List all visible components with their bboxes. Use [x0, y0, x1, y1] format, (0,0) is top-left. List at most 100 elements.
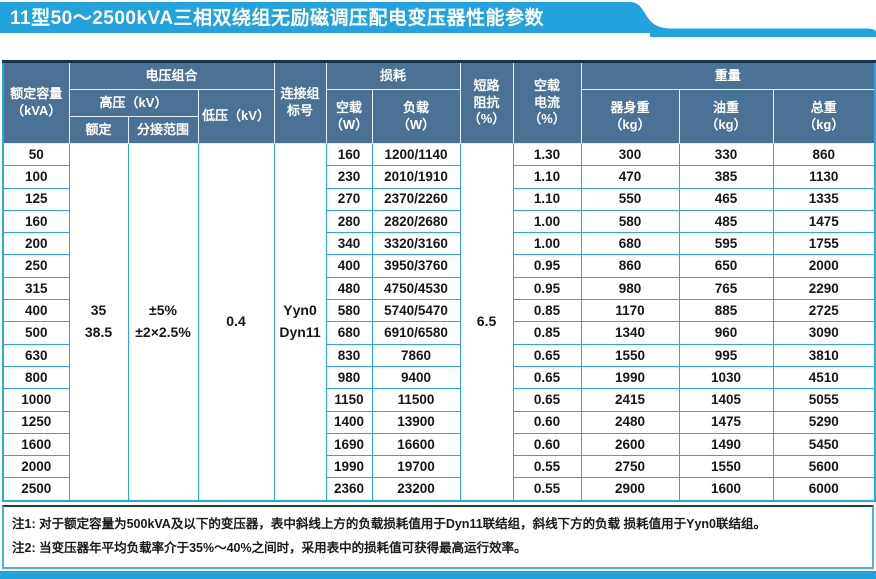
cell-no-load-loss: 1400 — [325, 410, 373, 434]
cell-load-loss: 11500 — [371, 388, 461, 412]
cell-total-weight: 2725 — [772, 299, 876, 323]
header-total-weight: 总重 （kg） — [772, 89, 876, 144]
cell-no-load-loss: 1150 — [325, 388, 373, 412]
cell-no-load-loss: 1990 — [325, 455, 373, 479]
cell-no-load-current: 0.85 — [512, 299, 582, 323]
cell-body-weight: 300 — [580, 142, 680, 167]
cell-load-loss: 7860 — [371, 343, 461, 367]
cell-total-weight: 860 — [772, 142, 876, 167]
cell-body-weight: 980 — [580, 276, 680, 301]
cell-load-loss: 5740/5470 — [371, 299, 461, 323]
cell-no-load-current: 1.00 — [512, 232, 582, 256]
cell-no-load-loss: 400 — [325, 254, 373, 278]
cell-load-loss: 4750/4530 — [371, 276, 461, 301]
header-lv: 低压（kV） — [197, 89, 275, 144]
cell-oil-weight: 1490 — [678, 432, 774, 457]
cell-no-load-current: 1.30 — [512, 142, 582, 167]
table-row: 1250 1400 13900 0.60 2480 1475 5290 — [2, 410, 876, 434]
table-body: 50 35 38.5 ±5% ±2×2.5% 0.4 Yyn0 Dyn11 160 1200… — [2, 142, 876, 502]
cell-body-weight: 470 — [580, 165, 680, 189]
cell-total-weight: 1755 — [772, 232, 876, 256]
header-voltage-group: 电压组合 — [68, 61, 275, 90]
cell-load-loss: 16600 — [371, 432, 461, 457]
cell-total-weight: 5450 — [772, 432, 876, 457]
cell-lv: 0.4 — [197, 142, 275, 502]
header-connection: 连接组 标号 — [273, 61, 327, 144]
cell-body-weight: 580 — [580, 209, 680, 234]
header-oil-weight: 油重 （kg） — [678, 89, 774, 144]
cell-body-weight: 2480 — [580, 410, 680, 434]
cell-no-load-loss: 230 — [325, 165, 373, 189]
header-loss-group: 损耗 — [325, 61, 461, 90]
table-row: 1000 1150 11500 0.65 2415 1405 5055 — [2, 388, 876, 412]
cell-no-load-loss: 270 — [325, 187, 373, 211]
cell-no-load-current: 1.10 — [512, 165, 582, 189]
cell-load-loss: 9400 — [371, 365, 461, 390]
table-row: 315 480 4750/4530 0.95 980 765 2290 — [2, 276, 876, 301]
cell-body-weight: 2415 — [580, 388, 680, 412]
table-row: 500 680 6910/6580 0.85 1340 960 3090 — [2, 321, 876, 345]
cell-oil-weight: 1600 — [678, 477, 774, 502]
cell-body-weight: 550 — [580, 187, 680, 211]
cell-body-weight: 1990 — [580, 365, 680, 390]
cell-tap-range: ±5% ±2×2.5% — [127, 142, 199, 502]
header-capacity: 额定容量 （kVA） — [2, 61, 70, 144]
cell-no-load-current: 0.65 — [512, 365, 582, 390]
cell-no-load-loss: 980 — [325, 365, 373, 390]
header-hv: 高压（kV） — [68, 89, 199, 117]
cell-capacity: 800 — [2, 365, 70, 390]
cell-capacity: 100 — [2, 165, 70, 189]
cell-load-loss: 19700 — [371, 455, 461, 479]
cell-capacity: 160 — [2, 209, 70, 234]
cell-oil-weight: 885 — [678, 299, 774, 323]
cell-no-load-current: 0.55 — [512, 455, 582, 479]
table-row: 50 35 38.5 ±5% ±2×2.5% 0.4 Yyn0 Dyn11 160 1200… — [2, 142, 876, 502]
cell-load-loss: 23200 — [371, 477, 461, 502]
table-row: 2500 2360 23200 0.55 2900 1600 6000 — [2, 477, 876, 502]
title-banner: 11型50～2500kVA三相双绕组无励磁调压配电变压器性能参数 — [0, 0, 876, 40]
cell-load-loss: 2820/2680 — [371, 209, 461, 234]
table-row: 125 270 2370/2260 1.10 550 465 1335 — [2, 187, 876, 211]
cell-total-weight: 5600 — [772, 455, 876, 479]
cell-total-weight: 2000 — [772, 254, 876, 278]
cell-total-weight: 3090 — [772, 321, 876, 345]
page-title: 11型50～2500kVA三相双绕组无励磁调压配电变压器性能参数 — [10, 8, 545, 29]
cell-no-load-loss: 480 — [325, 276, 373, 301]
cell-no-load-current: 0.95 — [512, 276, 582, 301]
cell-capacity: 125 — [2, 187, 70, 211]
cell-total-weight: 6000 — [772, 477, 876, 502]
cell-body-weight: 2600 — [580, 432, 680, 457]
header-impedance: 短路 阻抗 （%） — [459, 61, 514, 144]
cell-load-loss: 2370/2260 — [371, 187, 461, 211]
cell-total-weight: 5055 — [772, 388, 876, 412]
cell-oil-weight: 650 — [678, 254, 774, 278]
cell-total-weight: 1130 — [772, 165, 876, 189]
cell-hv-rated: 35 38.5 — [68, 142, 129, 502]
cell-capacity: 250 — [2, 254, 70, 278]
cell-capacity: 2000 — [2, 455, 70, 479]
cell-load-loss: 3950/3760 — [371, 254, 461, 278]
cell-impedance: 6.5 — [459, 142, 514, 502]
cell-oil-weight: 1030 — [678, 365, 774, 390]
table-row: 2000 1990 19700 0.55 2750 1550 5600 — [2, 455, 876, 479]
cell-oil-weight: 465 — [678, 187, 774, 211]
cell-oil-weight: 330 — [678, 142, 774, 167]
cell-no-load-loss: 280 — [325, 209, 373, 234]
notes-box: 注1: 对于额定容量为500kVA及以下的变压器，表中斜线上方的负载损耗值用于D… — [2, 505, 874, 569]
cell-total-weight: 3810 — [772, 343, 876, 367]
table-row: 800 980 9400 0.65 1990 1030 4510 — [2, 365, 876, 390]
cell-oil-weight: 995 — [678, 343, 774, 367]
cell-oil-weight: 1550 — [678, 455, 774, 479]
cell-capacity: 315 — [2, 276, 70, 301]
cell-no-load-current: 0.60 — [512, 410, 582, 434]
cell-no-load-current: 0.60 — [512, 432, 582, 457]
table-row: 250 400 3950/3760 0.95 860 650 2000 — [2, 254, 876, 278]
cell-oil-weight: 1475 — [678, 410, 774, 434]
cell-oil-weight: 595 — [678, 232, 774, 256]
cell-total-weight: 1335 — [772, 187, 876, 211]
cell-no-load-current: 0.65 — [512, 388, 582, 412]
cell-capacity: 2500 — [2, 477, 70, 502]
table-header: 额定容量 （kVA） 电压组合 连接组 标号 损耗 短路 阻抗 （%） 空载 电… — [2, 61, 876, 144]
cell-no-load-loss: 160 — [325, 142, 373, 167]
